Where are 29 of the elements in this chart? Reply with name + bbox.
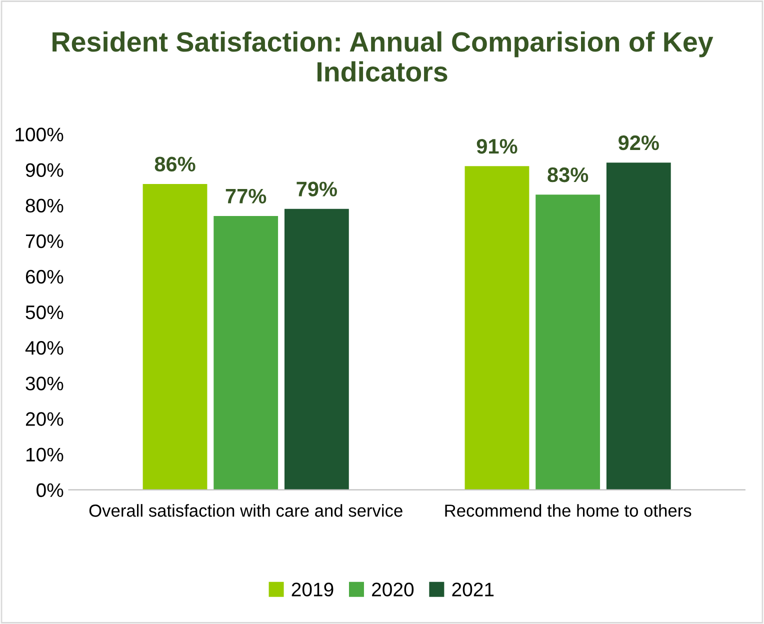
bar <box>214 216 278 490</box>
y-tick-label: 0% <box>36 483 64 498</box>
x-tick-label: Recommend the home to others <box>445 504 692 517</box>
bar <box>536 194 600 490</box>
data-label: 79% <box>296 182 337 196</box>
y-tick-label: 20% <box>26 412 64 426</box>
x-tick-label: Overall satisfaction with care and service <box>89 504 402 517</box>
data-label: 86% <box>154 156 196 172</box>
bar <box>606 162 671 490</box>
y-tick-label: 60% <box>26 270 64 284</box>
chart-title: Resident Satisfaction: Annual Comparision of Key Indicators <box>52 31 714 82</box>
y-tick-label: 50% <box>26 305 64 320</box>
y-tick-label: 70% <box>26 234 64 248</box>
y-tick-label: 90% <box>26 163 64 177</box>
bar <box>142 184 208 490</box>
data-label: 83% <box>548 167 588 182</box>
y-tick-label: 10% <box>26 448 64 462</box>
data-label: 77% <box>226 188 266 204</box>
y-tick-label: 100% <box>16 128 64 142</box>
y-tick-label: 30% <box>26 376 64 390</box>
legend-label: 2019 <box>292 582 334 596</box>
bar <box>464 166 530 490</box>
y-tick-label: 40% <box>25 341 64 355</box>
legend-label: 2020 <box>372 582 414 596</box>
data-label: 91% <box>476 138 518 154</box>
data-label: 92% <box>618 135 659 150</box>
legend-label: 2021 <box>452 582 494 596</box>
y-tick-label: 80% <box>26 198 64 213</box>
bar <box>284 208 349 490</box>
